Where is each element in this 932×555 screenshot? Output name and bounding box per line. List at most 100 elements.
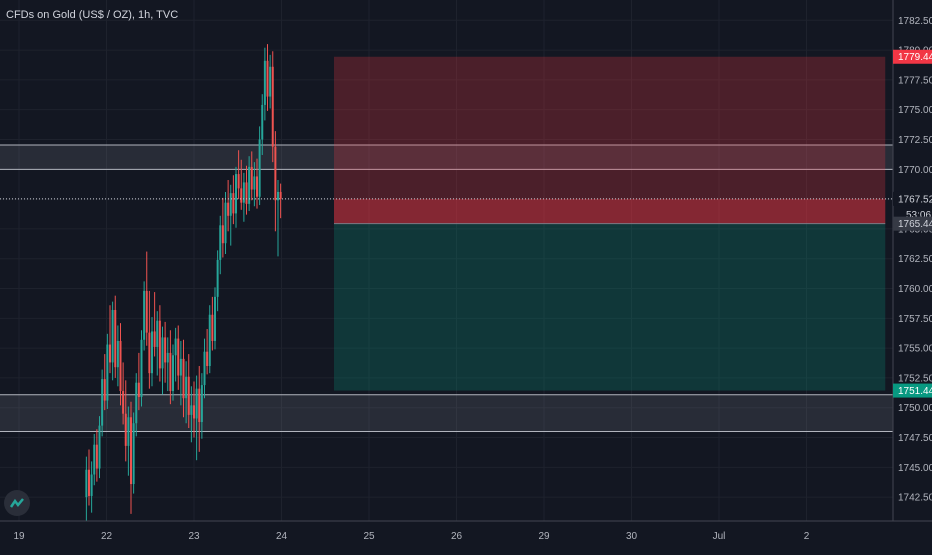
countdown-tag-text: 53:06 (906, 210, 931, 221)
candle (132, 412, 135, 494)
candle (158, 305, 161, 382)
candle (114, 295, 117, 378)
candle (161, 326, 164, 395)
take-profit-tag-text: 1751.44 (898, 386, 932, 397)
candle-body (277, 191, 279, 201)
candle-body (140, 339, 143, 398)
candle-body (263, 60, 266, 105)
candle-body (111, 309, 114, 363)
position-layer[interactable] (334, 56, 886, 391)
candle (177, 325, 180, 390)
candle (203, 338, 206, 399)
candle (266, 44, 269, 111)
candle (221, 197, 224, 258)
x-tick-label: 29 (538, 531, 550, 542)
time-axis[interactable] (0, 521, 932, 550)
current-price-tag: 1767.52 (893, 191, 932, 206)
candle-body (203, 351, 206, 386)
candle-body (229, 193, 232, 216)
candle (153, 292, 156, 357)
candle (258, 126, 261, 206)
x-tick-label: 30 (626, 531, 638, 542)
x-tick-label: 23 (188, 531, 200, 542)
candle-body (156, 320, 159, 347)
candle (187, 354, 190, 429)
candle-body (98, 425, 101, 469)
candle (256, 158, 258, 209)
candle-body (88, 469, 90, 496)
candle-body (221, 225, 224, 244)
candle-body (172, 355, 174, 392)
candle-body (127, 417, 130, 446)
zone-layer (0, 144, 893, 432)
candle-body (101, 379, 104, 426)
candle-body (164, 337, 167, 363)
entry-price-tag-text: 1765.44 (898, 219, 932, 230)
candle (116, 325, 119, 387)
candle (182, 339, 185, 418)
candle (193, 381, 195, 438)
candle-body (153, 331, 156, 347)
candle-body (211, 314, 214, 341)
candle (90, 461, 93, 513)
candle-body (269, 66, 272, 97)
y-tick-label: 1757.50 (898, 314, 932, 325)
candle-body (85, 469, 88, 498)
candle-body (151, 331, 153, 374)
candle-body (109, 344, 111, 363)
candle-body (224, 202, 227, 244)
candle (166, 337, 169, 392)
candle (140, 330, 143, 407)
current-price-tag-bg (893, 191, 932, 206)
candle (242, 172, 245, 222)
zone-rect (0, 394, 893, 432)
candle-body (266, 60, 269, 97)
candle (211, 296, 214, 351)
candle-body (256, 176, 258, 197)
candle (95, 429, 98, 482)
candle-body (158, 320, 161, 369)
candle-body (177, 338, 180, 376)
price-axis[interactable] (893, 0, 932, 550)
candle (122, 362, 125, 425)
candle-body (274, 146, 277, 201)
candle (111, 301, 114, 381)
stop-loss-tag: 1779.44 (893, 49, 932, 64)
candle (109, 305, 111, 374)
x-tick-label: 2 (804, 531, 810, 542)
candle-body (232, 193, 235, 214)
candle-body (187, 376, 190, 415)
candle (185, 361, 188, 424)
candle-body (143, 290, 146, 340)
x-tick-label: 24 (276, 531, 288, 542)
candle-body (161, 337, 164, 369)
position-target-zone[interactable] (334, 223, 886, 391)
candle (148, 290, 151, 389)
candle-body (214, 296, 216, 341)
candle (219, 215, 222, 275)
candle-body (279, 191, 282, 199)
candle (208, 305, 211, 374)
candle (164, 321, 167, 383)
candle (124, 380, 127, 462)
candle-layer (85, 44, 282, 521)
candle-body (240, 188, 243, 203)
candle (206, 329, 209, 375)
candle (119, 323, 122, 406)
candle-body (90, 474, 93, 496)
candle-body (185, 376, 188, 399)
stop-loss-tag-text: 1779.44 (898, 52, 932, 63)
tradingview-logo-icon (9, 498, 24, 508)
candle (145, 251, 148, 346)
tradingview-logo[interactable] (4, 490, 30, 516)
candle (101, 369, 104, 437)
candle (88, 449, 90, 506)
candle (130, 401, 132, 514)
position-stop-zone[interactable] (334, 56, 886, 224)
candle (235, 166, 237, 228)
candle-body (253, 176, 256, 190)
y-tick-label: 1777.50 (898, 75, 932, 86)
